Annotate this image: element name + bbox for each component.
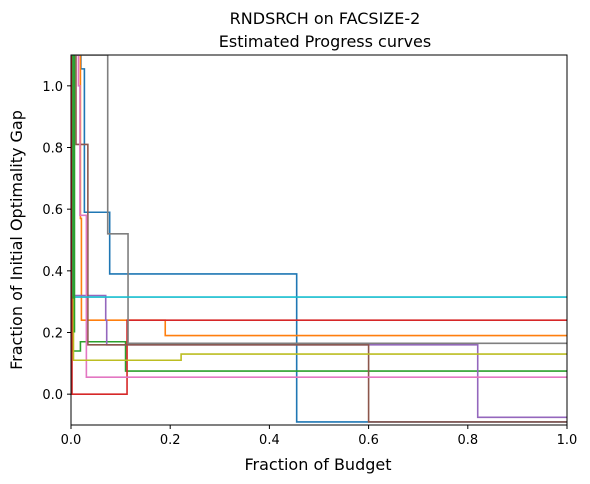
progress-curve-5 <box>71 55 567 419</box>
x-axis-label: Fraction of Budget <box>244 455 391 474</box>
y-tick-label: 0.0 <box>42 388 63 403</box>
x-tick-label: 0.8 <box>457 433 478 448</box>
x-tick-label: 0.0 <box>61 433 82 448</box>
tick-layer: 0.0 0.2 0.4 0.6 0.8 1.0 0.0 0.2 0.4 0.6 0.8 1.0 <box>42 80 577 448</box>
progress-curve-10 <box>71 55 567 298</box>
y-tick-label: 1.0 <box>42 80 63 95</box>
x-tick-label: 0.2 <box>160 433 181 448</box>
y-tick-label: 0.4 <box>42 265 63 280</box>
y-tick-label: 0.6 <box>42 203 63 218</box>
progress-curve-8 <box>71 55 567 345</box>
chart-title: RNDSRCH on FACSIZE-2 <box>230 9 421 28</box>
progress-curve-7 <box>71 55 567 379</box>
chart-subtitle: Estimated Progress curves <box>219 32 431 51</box>
progress-curve-1 <box>71 55 567 423</box>
y-tick-label: 0.2 <box>42 327 63 342</box>
progress-curve-4 <box>71 55 567 395</box>
progress-curve-3 <box>71 55 567 372</box>
x-tick-label: 0.6 <box>358 433 379 448</box>
y-tick-label: 0.8 <box>42 142 63 157</box>
progress-curve-9 <box>71 55 567 362</box>
series-layer <box>71 55 567 423</box>
x-tick-label: 1.0 <box>557 433 578 448</box>
x-tick-label: 0.4 <box>259 433 280 448</box>
y-axis-label: Fraction of Initial Optimality Gap <box>7 110 26 370</box>
progress-curve-2 <box>71 55 567 337</box>
progress-curve-6 <box>71 55 567 423</box>
plot-frame <box>70 54 568 426</box>
